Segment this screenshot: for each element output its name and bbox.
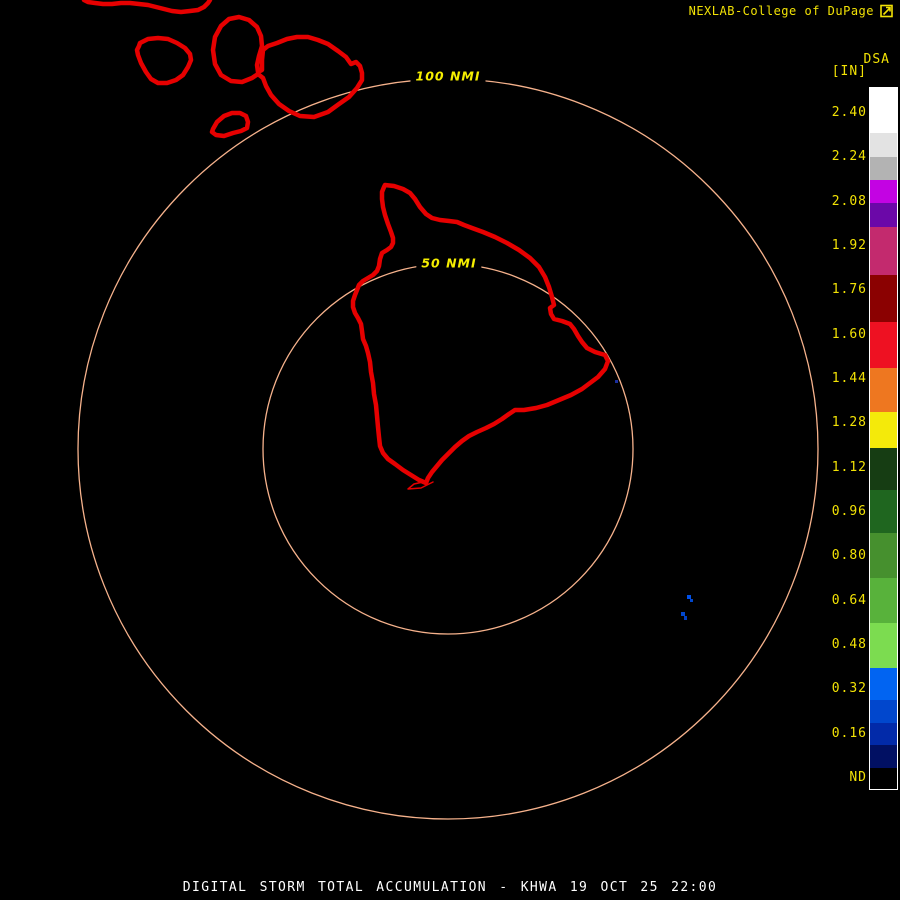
coastline-kahoolawe — [209, 110, 251, 139]
scale-label: 1.44 — [831, 370, 867, 386]
scale-label: 2.24 — [831, 149, 867, 165]
scale-segment — [870, 88, 897, 133]
scale-segment — [870, 275, 897, 322]
coastline-south-point-spit — [407, 481, 434, 490]
scale-label: 1.12 — [831, 459, 867, 475]
scale-segment — [870, 203, 897, 227]
scale-segment — [870, 448, 897, 490]
product-code-label: DSA — [863, 52, 890, 67]
scale-label: 0.80 — [831, 548, 867, 564]
scale-label: 0.96 — [831, 503, 867, 519]
scale-segment — [870, 578, 897, 623]
scale-segment — [870, 322, 897, 368]
precip-echo — [681, 612, 685, 616]
scale-segment — [870, 623, 897, 668]
scale-segment — [870, 490, 897, 533]
scale-segment — [870, 180, 897, 203]
scale-segment — [870, 668, 897, 700]
scale-segment — [870, 368, 897, 412]
range-ring-label-50nmi: 50 NMI — [416, 254, 482, 272]
scale-segment — [870, 723, 897, 745]
scale-label: 1.28 — [831, 415, 867, 431]
precip-echo — [615, 380, 618, 383]
scale-label: 2.08 — [831, 193, 867, 209]
coastline-lanai — [134, 35, 194, 86]
scale-label: 0.32 — [831, 681, 867, 697]
scale-label: ND — [849, 769, 867, 785]
scale-label: 0.64 — [831, 592, 867, 608]
scale-label: 1.60 — [831, 326, 867, 342]
scale-segment — [870, 227, 897, 275]
range-ring-100-nmi — [77, 78, 819, 820]
scale-segment — [870, 745, 897, 768]
scale-label: 1.92 — [831, 237, 867, 253]
attribution-header: NEXLAB-College of DuPage — [689, 4, 894, 18]
scale-label: 1.76 — [831, 282, 867, 298]
dupage-logo-icon — [880, 4, 893, 18]
precip-echo — [687, 595, 691, 599]
range-ring-label-100nmi: 100 NMI — [410, 67, 486, 85]
coastline-molokai-partial — [81, 0, 213, 15]
precip-echo — [684, 616, 687, 620]
scale-label: 0.16 — [831, 725, 867, 741]
precip-echo — [690, 599, 693, 602]
scale-segment — [870, 768, 897, 789]
coastline-big-island — [350, 182, 611, 486]
scale-label: 2.40 — [831, 105, 867, 120]
range-ring-50-nmi — [262, 263, 634, 635]
coastline-maui — [210, 14, 365, 120]
attribution-text: NEXLAB-College of DuPage — [688, 4, 874, 18]
scale-segment — [870, 157, 897, 180]
product-units-label: [IN] — [831, 64, 867, 79]
scale-segment — [870, 533, 897, 578]
color-scale-bar — [869, 87, 898, 790]
scale-segment — [870, 700, 897, 723]
scale-segment — [870, 133, 897, 157]
scale-segment — [870, 412, 897, 448]
product-title: DIGITAL STORM TOTAL ACCUMULATION - KHWA … — [182, 880, 718, 895]
scale-label: 0.48 — [831, 636, 867, 652]
